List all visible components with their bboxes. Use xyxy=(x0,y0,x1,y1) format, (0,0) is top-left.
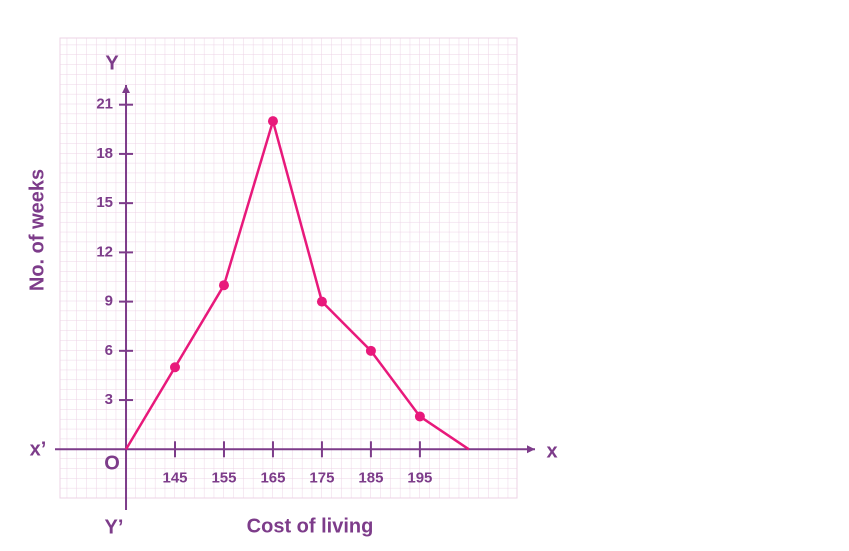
x-tick-label: 185 xyxy=(358,469,383,486)
y-axis-name: Y xyxy=(105,52,119,74)
y-tick-label: 21 xyxy=(96,96,113,113)
origin-label: O xyxy=(104,452,120,474)
x-axis-title: Cost of living xyxy=(247,515,374,537)
y-tick-label: 6 xyxy=(105,342,113,359)
point xyxy=(267,116,278,127)
x-tick-label: 155 xyxy=(211,469,236,486)
x-tick-label: 165 xyxy=(260,469,285,486)
point xyxy=(365,345,376,356)
x-arrow xyxy=(527,445,535,454)
x-axis-neg-name: x’ xyxy=(30,438,47,460)
x-tick-label: 175 xyxy=(309,469,334,486)
point xyxy=(218,280,229,291)
y-tick-label: 12 xyxy=(96,243,113,260)
point xyxy=(170,362,180,373)
y-axis-neg-name: Y’ xyxy=(105,516,124,538)
x-tick-label: 195 xyxy=(407,469,432,486)
y-tick-label: 15 xyxy=(96,194,113,211)
y-arrow xyxy=(122,85,131,93)
point xyxy=(316,296,327,307)
y-tick-label: 9 xyxy=(105,293,113,310)
line xyxy=(124,116,470,451)
graph-paper xyxy=(59,37,518,499)
x-axis-name: x xyxy=(546,440,557,462)
x-tick-label: 145 xyxy=(162,469,187,486)
y-tick-label: 3 xyxy=(105,391,113,408)
y-tick-label: 18 xyxy=(96,145,113,162)
point xyxy=(414,411,425,422)
y-axis-title: No. of weeks xyxy=(26,169,48,291)
